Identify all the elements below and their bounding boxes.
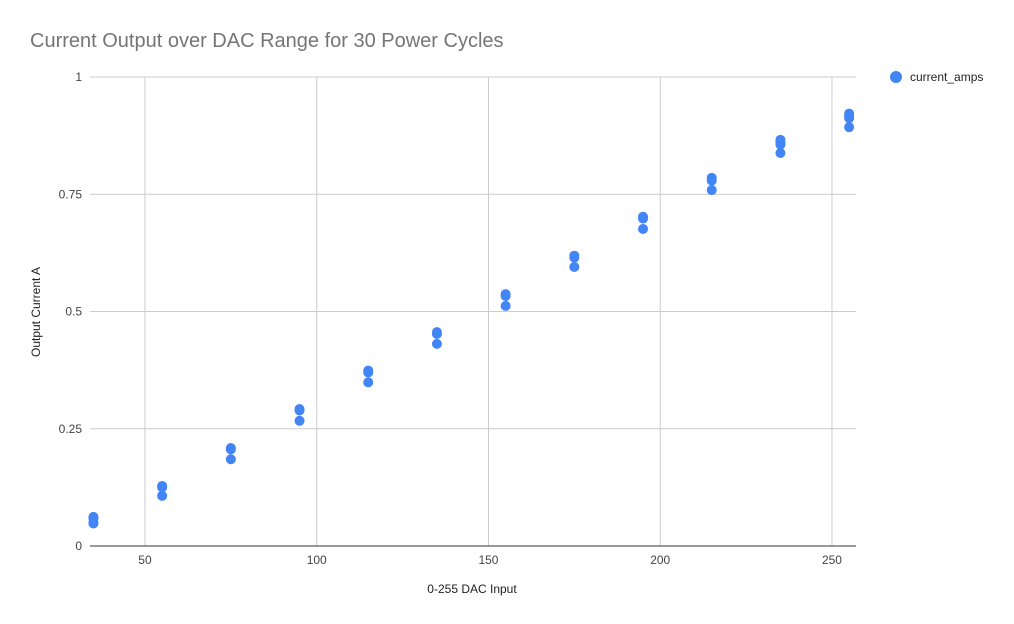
x-tick-label: 100 <box>307 553 327 567</box>
grid <box>90 76 856 546</box>
data-point <box>569 252 580 263</box>
data-point <box>431 329 442 340</box>
y-tick-label: 1 <box>75 70 82 84</box>
x-tick-label: 50 <box>138 553 152 567</box>
y-tick-label: 0.25 <box>59 422 83 436</box>
data-point <box>225 454 236 465</box>
y-tick-label: 0.5 <box>65 305 82 319</box>
data-point <box>500 291 511 302</box>
data-point <box>294 405 305 416</box>
x-tick-label: 250 <box>822 553 842 567</box>
y-tick-label: 0 <box>75 539 82 553</box>
data-point <box>500 300 511 311</box>
x-tick-label: 150 <box>478 553 498 567</box>
data-points <box>88 108 855 529</box>
legend: current_amps <box>890 70 983 84</box>
data-point <box>225 444 236 455</box>
data-point <box>844 122 855 133</box>
data-point <box>569 261 580 272</box>
data-point <box>706 175 717 186</box>
data-point <box>775 147 786 158</box>
legend-marker <box>890 71 902 83</box>
y-axis-title: Output Current A <box>29 267 43 357</box>
data-point <box>363 377 374 388</box>
y-tick-label: 0.75 <box>59 187 83 201</box>
data-point <box>431 338 442 349</box>
data-point <box>775 139 786 150</box>
chart-title: Current Output over DAC Range for 30 Pow… <box>30 30 504 52</box>
data-point <box>157 490 168 501</box>
data-point <box>88 518 99 529</box>
data-point <box>363 367 374 378</box>
data-point <box>638 213 649 224</box>
data-point <box>844 113 855 124</box>
x-tick-label: 200 <box>650 553 670 567</box>
x-axis-title: 0-255 DAC Input <box>427 582 517 596</box>
data-point <box>157 482 168 493</box>
data-point <box>294 415 305 426</box>
data-point <box>706 185 717 196</box>
data-point <box>638 223 649 234</box>
legend-label: current_amps <box>910 70 983 84</box>
